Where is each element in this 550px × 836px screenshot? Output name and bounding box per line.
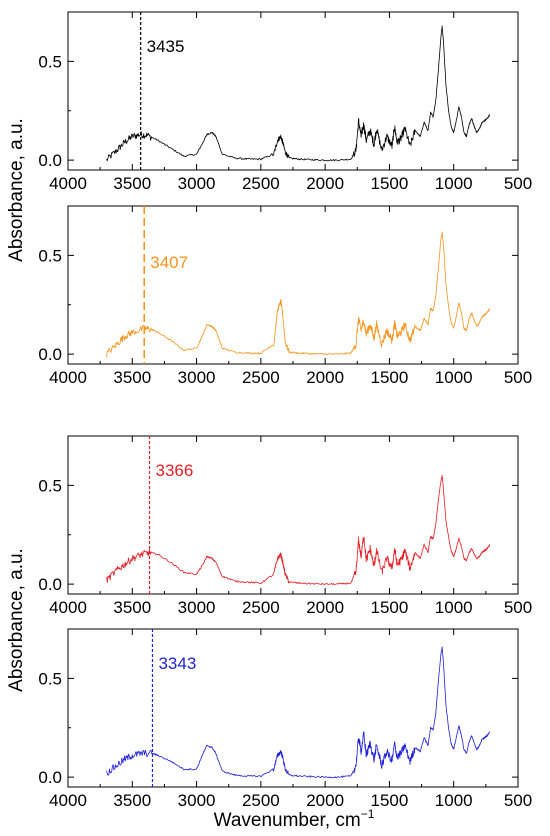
x-tick-label: 2000 — [306, 174, 344, 193]
spectrum-line — [106, 474, 491, 586]
y-tick-label: 0.0 — [38, 575, 62, 594]
x-tick-label: 2000 — [306, 598, 344, 617]
y-tick-label: 0.5 — [38, 246, 62, 265]
x-tick-label: 2500 — [242, 174, 280, 193]
y-tick-label: 0.0 — [38, 345, 62, 364]
x-tick-label: 4000 — [49, 368, 87, 387]
x-tick-label: 4000 — [49, 598, 87, 617]
x-tick-label: 1000 — [435, 598, 473, 617]
spectrum-line — [106, 231, 491, 358]
plot-frame — [67, 11, 519, 171]
x-tick-label: 500 — [504, 174, 532, 193]
x-tick-label: 2000 — [306, 791, 344, 810]
peak-label: 3407 — [150, 253, 188, 272]
x-tick-label: 1500 — [371, 368, 409, 387]
x-tick-label: 500 — [504, 598, 532, 617]
panel-3: 4000 3500 3000 2500 2000 1500 1000 500 0.0 0.5 336… — [38, 435, 532, 617]
x-tick-label: 2500 — [242, 368, 280, 387]
panels: 4000 3500 3000 2500 2000 1500 1000 500 0.0 0.5 343… — [38, 11, 532, 810]
plot-frame — [67, 435, 519, 595]
y-tick-label: 0.5 — [38, 52, 62, 71]
x-tick-label: 2500 — [242, 791, 280, 810]
y-tick-label: 0.0 — [38, 768, 62, 787]
x-tick-label: 3500 — [113, 791, 151, 810]
x-tick-label: 2500 — [242, 598, 280, 617]
x-tick-label: 1500 — [371, 174, 409, 193]
x-tick-label: 3500 — [113, 174, 151, 193]
x-tick-label: 2000 — [306, 368, 344, 387]
x-tick-label: 500 — [504, 368, 532, 387]
peak-label: 3366 — [156, 461, 194, 480]
x-tick-label: 4000 — [49, 174, 87, 193]
x-tick-label: 3500 — [113, 368, 151, 387]
x-tick-label: 500 — [504, 791, 532, 810]
x-tick-label: 1500 — [371, 791, 409, 810]
x-tick-label: 1500 — [371, 598, 409, 617]
x-tick-label: 1000 — [435, 368, 473, 387]
x-tick-label: 4000 — [49, 791, 87, 810]
x-axis-title: Wavenumber, cm−1 — [214, 807, 375, 831]
y-tick-label: 0.0 — [38, 151, 62, 170]
panel-1: 4000 3500 3000 2500 2000 1500 1000 500 0.0 0.5 343… — [38, 11, 532, 193]
x-tick-label: 3000 — [178, 368, 216, 387]
y-tick-label: 0.5 — [38, 669, 62, 688]
x-tick-label: 3500 — [113, 598, 151, 617]
spectrum-line — [106, 25, 491, 162]
spectrum-line — [106, 646, 491, 779]
x-tick-label: 3000 — [178, 174, 216, 193]
y-tick-label: 0.5 — [38, 476, 62, 495]
x-tick-label: 3000 — [178, 791, 216, 810]
y-axis-title-bottom: Absorbance, a.u. — [6, 548, 27, 692]
x-tick-label: 1000 — [435, 174, 473, 193]
panel-4: 4000 3500 3000 2500 2000 1500 1000 500 0.0 0.5 334… — [38, 628, 532, 810]
panel-2: 4000 3500 3000 2500 2000 1500 1000 500 0.0 0.5 340… — [38, 205, 532, 387]
x-axis-title-superscript: −1 — [361, 807, 375, 821]
plot-frame — [67, 628, 519, 788]
x-axis-title-text: Wavenumber, cm — [214, 810, 361, 831]
y-axis-title-top: Absorbance, a.u. — [6, 118, 27, 262]
x-tick-label: 1000 — [435, 791, 473, 810]
plot-frame — [67, 205, 519, 365]
peak-label: 3343 — [158, 654, 196, 673]
peak-label: 3435 — [147, 37, 185, 56]
x-tick-label: 3000 — [178, 598, 216, 617]
